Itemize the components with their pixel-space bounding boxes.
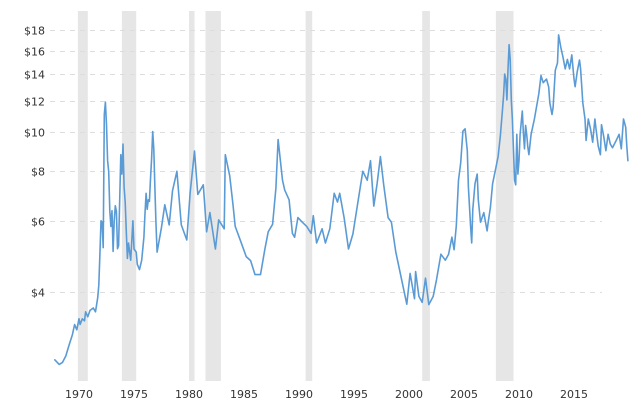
recession-bands — [77, 11, 514, 381]
y-tick-label: $6 — [31, 216, 45, 229]
price-line — [53, 34, 629, 366]
y-tick-label: $4 — [31, 287, 45, 300]
gridlines — [50, 30, 602, 293]
recession-band — [495, 11, 514, 381]
x-axis: 1970 1975 1980 1985 1990 1995 2000 2005 2010 2015 — [65, 388, 588, 401]
y-tick-label: $8 — [31, 166, 45, 179]
y-tick-label: $14 — [24, 69, 45, 82]
recession-band — [189, 11, 195, 381]
x-tick-label: 2005 — [450, 388, 478, 401]
y-tick-label: $16 — [24, 46, 45, 59]
x-tick-label: 1995 — [340, 388, 368, 401]
x-tick-label: 2015 — [560, 388, 588, 401]
y-tick-label: $18 — [24, 25, 45, 38]
x-tick-label: 2010 — [505, 388, 533, 401]
y-tick-label: $12 — [24, 96, 45, 109]
x-tick-label: 1990 — [285, 388, 313, 401]
x-tick-label: 1980 — [175, 388, 203, 401]
price-series — [53, 34, 629, 366]
recession-band — [305, 11, 313, 381]
x-tick-label: 1985 — [230, 388, 258, 401]
y-axis: $4 $6 $8 $10 $12 $14 $16 $18 — [24, 25, 45, 300]
recession-band — [121, 11, 137, 381]
recession-band — [77, 11, 88, 381]
recession-band — [205, 11, 221, 381]
y-tick-label: $10 — [24, 127, 45, 140]
x-tick-label: 1975 — [120, 388, 148, 401]
recession-band — [422, 11, 430, 381]
x-tick-label: 1970 — [65, 388, 93, 401]
x-tick-label: 2000 — [395, 388, 423, 401]
